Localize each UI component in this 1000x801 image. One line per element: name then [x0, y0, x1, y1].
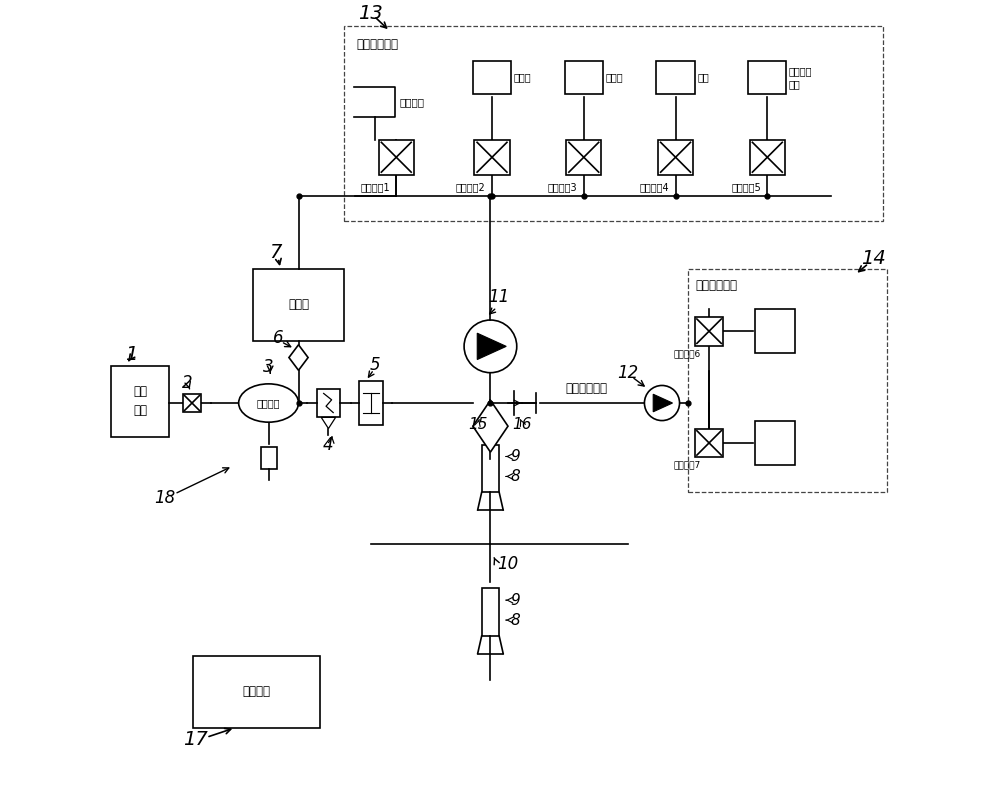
- Bar: [688, 269, 887, 493]
- Text: 吸嘴: 吸嘴: [697, 72, 709, 83]
- Text: 辅助气罐: 辅助气罐: [257, 398, 280, 408]
- Text: 低压降尘水路: 低压降尘水路: [565, 382, 607, 395]
- Polygon shape: [477, 333, 506, 360]
- Bar: [473, 61, 511, 95]
- Text: 3: 3: [263, 358, 274, 376]
- Bar: [750, 139, 785, 175]
- Text: 1: 1: [125, 345, 138, 364]
- Bar: [344, 26, 883, 221]
- Text: 气源: 气源: [133, 405, 147, 417]
- Polygon shape: [321, 417, 336, 429]
- Text: 12: 12: [617, 364, 638, 382]
- Text: 15: 15: [468, 417, 487, 432]
- Text: 4: 4: [323, 436, 334, 453]
- Bar: [566, 139, 601, 175]
- Bar: [565, 61, 603, 95]
- Text: 9: 9: [510, 593, 520, 608]
- Text: 14: 14: [861, 249, 886, 268]
- Bar: [474, 139, 510, 175]
- Bar: [482, 445, 499, 493]
- Text: 气动球阀5: 气动球阀5: [731, 183, 761, 192]
- Text: 电控系统: 电控系统: [243, 686, 271, 698]
- Text: 气动球阀1: 气动球阀1: [360, 183, 390, 192]
- Bar: [359, 380, 383, 425]
- Text: 7: 7: [269, 244, 281, 263]
- Text: 2: 2: [182, 374, 193, 392]
- Text: 5: 5: [369, 356, 380, 374]
- Text: 垃圾箱体: 垃圾箱体: [789, 66, 812, 76]
- Text: 水泵卸荷: 水泵卸荷: [399, 97, 424, 107]
- Bar: [658, 139, 693, 175]
- Bar: [748, 61, 786, 95]
- Text: 低压水路系统: 低压水路系统: [696, 279, 738, 292]
- Text: 10: 10: [497, 555, 518, 574]
- Text: 右喷杆: 右喷杆: [514, 72, 531, 83]
- Bar: [755, 309, 795, 353]
- Bar: [482, 588, 499, 636]
- Text: 9: 9: [510, 449, 520, 464]
- Text: 气动球阀3: 气动球阀3: [548, 183, 577, 192]
- Text: 18: 18: [154, 489, 175, 507]
- Text: 气动球阀2: 气动球阀2: [456, 183, 486, 192]
- Text: 气动球阀7: 气动球阀7: [674, 461, 701, 469]
- Text: 16: 16: [513, 417, 532, 432]
- Polygon shape: [289, 344, 308, 370]
- Text: 高压水路系统: 高压水路系统: [356, 38, 398, 50]
- Text: 自洁: 自洁: [789, 78, 801, 89]
- Text: 13: 13: [358, 4, 383, 23]
- Ellipse shape: [239, 384, 299, 422]
- Bar: [755, 421, 795, 465]
- Text: 11: 11: [488, 288, 509, 307]
- Text: 8: 8: [510, 469, 520, 484]
- Text: 气动球阀4: 气动球阀4: [640, 183, 669, 192]
- Bar: [183, 394, 201, 412]
- Text: 6: 6: [273, 329, 284, 348]
- Bar: [695, 317, 723, 345]
- Polygon shape: [473, 400, 508, 452]
- Bar: [111, 366, 169, 437]
- Bar: [193, 656, 320, 728]
- Polygon shape: [653, 394, 673, 412]
- Text: 气动球阀6: 气动球阀6: [674, 349, 701, 358]
- Text: 17: 17: [183, 731, 208, 749]
- Bar: [695, 429, 723, 457]
- Text: 左喷杆: 左喷杆: [605, 72, 623, 83]
- Bar: [261, 447, 277, 469]
- Text: 8: 8: [510, 613, 520, 627]
- Bar: [253, 269, 344, 340]
- Bar: [656, 61, 695, 95]
- Text: 气控箱: 气控箱: [288, 298, 309, 312]
- Text: 底盘: 底盘: [133, 385, 147, 398]
- Bar: [317, 388, 340, 417]
- Bar: [379, 139, 414, 175]
